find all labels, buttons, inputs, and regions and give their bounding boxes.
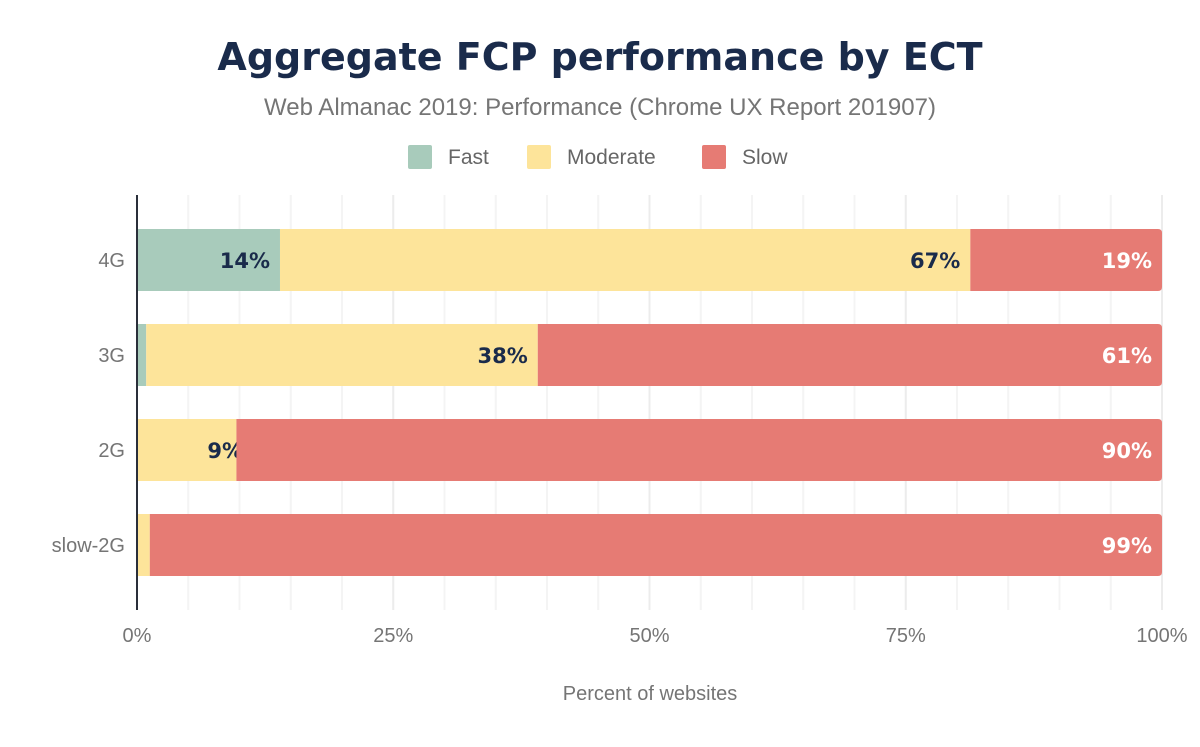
bar-segment-fast	[137, 324, 147, 386]
data-label: 67%	[910, 249, 960, 273]
data-label: 38%	[478, 344, 528, 368]
legend: Fast Moderate Slow	[408, 145, 788, 169]
bar-segment-slow	[970, 229, 1162, 291]
data-label: 19%	[1102, 249, 1152, 273]
x-tick-label: 100%	[1136, 625, 1187, 647]
bar-segment-moderate	[146, 324, 538, 386]
category-label: 2G	[98, 440, 125, 462]
x-tick-label: 50%	[629, 625, 669, 647]
legend-swatch	[527, 145, 551, 169]
data-label: 90%	[1102, 439, 1152, 463]
legend-label: Moderate	[567, 146, 656, 169]
legend-swatch	[702, 145, 726, 169]
bar-segment-moderate	[138, 419, 237, 481]
bar-segment-moderate	[137, 514, 150, 576]
category-label: 3G	[98, 345, 125, 367]
x-axis-label: Percent of websites	[563, 683, 738, 705]
legend-swatch	[408, 145, 432, 169]
bar-segment-slow	[149, 514, 1162, 576]
bar-segment-slow	[236, 419, 1163, 481]
bar-segment-fast	[137, 229, 280, 291]
chart-title: Aggregate FCP performance by ECT	[217, 35, 982, 79]
x-ticks: 0% 25% 50% 75% 100%	[123, 625, 1188, 647]
category-labels: 4G 3G 2G slow-2G	[52, 250, 125, 557]
category-label: slow-2G	[52, 535, 125, 557]
x-tick-label: 75%	[886, 625, 926, 647]
legend-label: Fast	[448, 146, 489, 169]
data-label: 61%	[1102, 344, 1152, 368]
data-label: 99%	[1102, 534, 1152, 558]
legend-label: Slow	[742, 146, 788, 169]
category-label: 4G	[98, 250, 125, 272]
chart-subtitle: Web Almanac 2019: Performance (Chrome UX…	[264, 94, 936, 121]
bar-segment-slow	[537, 324, 1162, 386]
x-tick-label: 0%	[123, 625, 152, 647]
bars: 14%67%19%1%38%61%0%9%90%0%1%99%	[137, 229, 1163, 576]
bar-segment-moderate	[279, 229, 971, 291]
data-label: 14%	[220, 249, 270, 273]
x-tick-label: 25%	[373, 625, 413, 647]
